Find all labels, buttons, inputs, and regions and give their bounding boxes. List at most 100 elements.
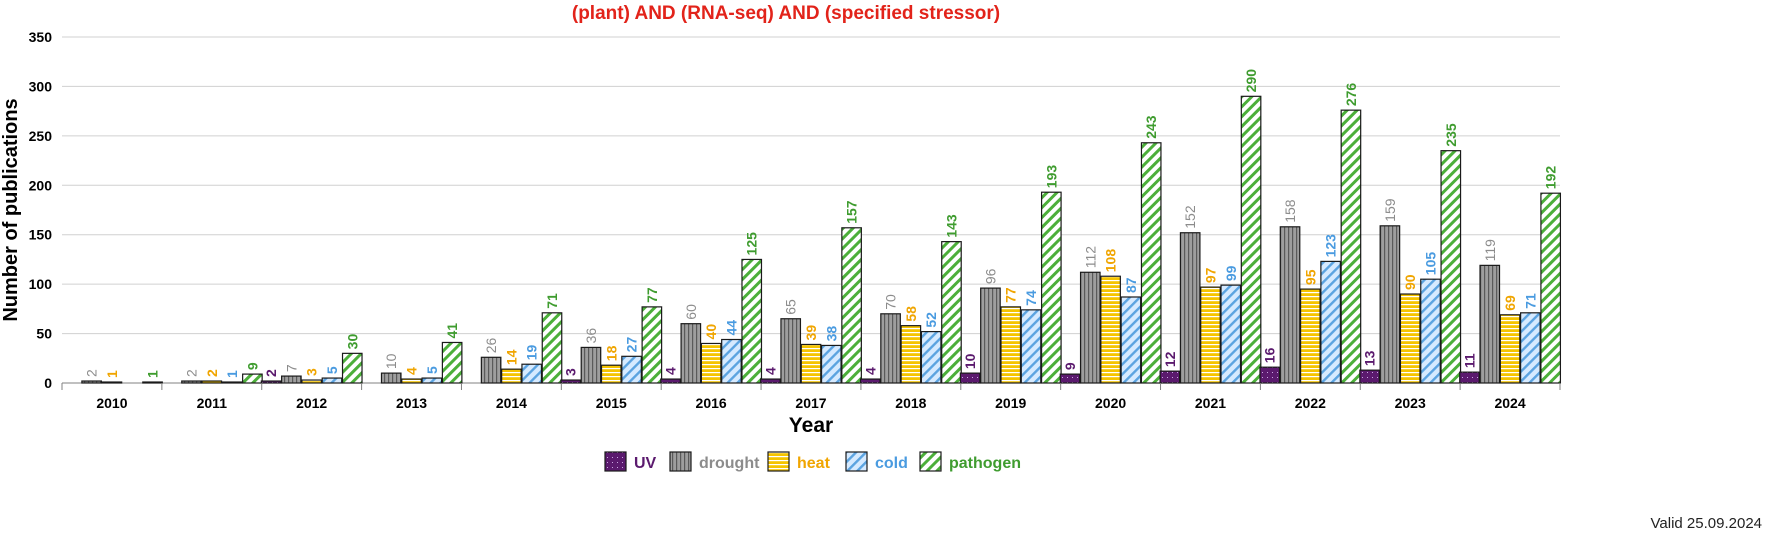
bar-uv-2021	[1159, 370, 1181, 384]
bar-uv-2012	[260, 380, 282, 384]
bar-heat-2022	[1299, 288, 1321, 384]
x-tick-label: 2011	[197, 395, 228, 411]
bar-drought-2015	[580, 346, 602, 384]
bar-drought-2011	[181, 380, 202, 384]
data-label-heat: 108	[1103, 249, 1119, 273]
bar-pathogen-2024	[1540, 192, 1562, 384]
data-label-pathogen: 9	[244, 362, 260, 370]
data-label-drought: 119	[1482, 239, 1498, 262]
data-label-pathogen: 157	[844, 200, 860, 224]
data-label-drought: 26	[483, 338, 499, 354]
y-tick-label: 350	[29, 29, 53, 45]
x-tick-label: 2017	[795, 395, 826, 411]
data-label-drought: 112	[1082, 246, 1098, 269]
data-label-drought: 96	[982, 268, 998, 284]
data-label-heat: 58	[903, 306, 919, 322]
legend-swatch-cold	[845, 451, 868, 472]
data-label-heat: 18	[603, 345, 619, 361]
data-label-drought: 159	[1382, 198, 1398, 222]
bar-pathogen-2013	[441, 341, 463, 384]
data-label-uv: 4	[862, 367, 878, 375]
data-label-pathogen: 192	[1543, 166, 1559, 190]
bar-cold-2015	[621, 355, 642, 384]
data-label-heat: 2	[204, 369, 220, 377]
bar-drought-2014	[480, 356, 502, 384]
data-label-drought: 65	[783, 299, 799, 315]
bar-pathogen-2012	[341, 352, 363, 384]
data-label-uv: 11	[1461, 353, 1477, 368]
data-label-pathogen: 77	[644, 287, 660, 303]
data-label-cold: 27	[624, 337, 640, 353]
x-axis-ticks: 2010 2011 2012 2013 2014 2015 2016 2017 2018 2019…	[61, 383, 1561, 411]
bar-pathogen-2022	[1340, 109, 1362, 384]
legend: UV drought heat cold pathogen	[604, 451, 1021, 472]
y-axis-label: Number of publications	[0, 98, 22, 321]
bar-uv-2015	[560, 379, 582, 384]
data-label-drought: 36	[583, 328, 599, 344]
bar-uv-2024	[1459, 371, 1480, 384]
bar-drought-2018	[880, 313, 901, 384]
x-tick-label: 2015	[596, 395, 627, 411]
data-label-pathogen: 143	[943, 214, 959, 238]
data-label-pathogen: 276	[1343, 83, 1359, 107]
y-tick-label: 50	[36, 326, 52, 342]
bar-heat-2019	[1000, 306, 1022, 384]
bar-drought-2019	[980, 287, 1001, 384]
x-tick-label: 2010	[96, 395, 127, 411]
x-tick-label: 2014	[496, 395, 527, 411]
data-label-cold: 99	[1223, 265, 1239, 281]
data-label-cold: 105	[1423, 252, 1439, 276]
bars	[81, 95, 1562, 384]
data-label-heat: 95	[1302, 269, 1318, 285]
bar-cold-2020	[1120, 296, 1142, 384]
data-label-heat: 4	[404, 367, 420, 375]
data-label-pathogen: 243	[1143, 115, 1159, 139]
bar-drought-2020	[1079, 271, 1101, 384]
bar-pathogen-2023	[1440, 150, 1462, 384]
bar-heat-2015	[600, 364, 622, 384]
y-tick-label: 0	[44, 375, 52, 391]
bar-drought-2021	[1179, 232, 1201, 384]
chart-title: (plant) AND (RNA-seq) AND (specified str…	[572, 3, 1000, 24]
x-tick-label: 2020	[1095, 395, 1126, 411]
bar-cold-2011	[221, 381, 243, 384]
validity-note: Valid 25.09.2024	[1650, 515, 1762, 532]
x-tick-label: 2012	[296, 395, 327, 411]
data-label-heat: 14	[503, 349, 519, 365]
data-label-heat: 69	[1502, 295, 1518, 311]
data-label-drought: 2	[184, 369, 200, 377]
bar-drought-2013	[380, 372, 402, 384]
gridlines	[62, 36, 1560, 384]
data-label-uv: 4	[762, 367, 778, 375]
bar-cold-2019	[1020, 309, 1042, 384]
bar-pathogen-2017	[841, 227, 862, 384]
bar-pathogen-2014	[541, 312, 563, 384]
bar-pathogen-2019	[1040, 191, 1062, 384]
data-label-cold: 44	[723, 320, 739, 336]
y-tick-label: 150	[29, 227, 53, 243]
data-label-pathogen: 235	[1443, 123, 1459, 147]
bar-heat-2014	[501, 368, 522, 384]
bar-pathogen-2021	[1240, 95, 1262, 384]
bar-heat-2013	[401, 378, 422, 384]
bar-cold-2013	[421, 377, 443, 384]
data-label-pathogen: 193	[1043, 165, 1059, 189]
data-label-cold: 71	[1522, 293, 1538, 309]
y-tick-label: 100	[29, 276, 53, 292]
data-label-cold: 74	[1023, 290, 1039, 306]
legend-label-heat: heat	[797, 455, 831, 472]
data-label-drought: 10	[383, 353, 399, 369]
bar-cold-2021	[1220, 284, 1242, 384]
bar-drought-2023	[1379, 225, 1401, 384]
data-label-uv: 2	[263, 369, 279, 377]
legend-label-uv: UV	[634, 455, 657, 472]
data-label-drought: 70	[883, 294, 899, 310]
bar-drought-2010	[81, 380, 102, 384]
legend-label-pathogen: pathogen	[949, 455, 1021, 472]
data-label-cold: 123	[1323, 234, 1339, 258]
data-label-uv: 4	[663, 367, 679, 375]
data-label-drought: 152	[1182, 205, 1198, 229]
legend-swatch-uv	[604, 451, 627, 472]
